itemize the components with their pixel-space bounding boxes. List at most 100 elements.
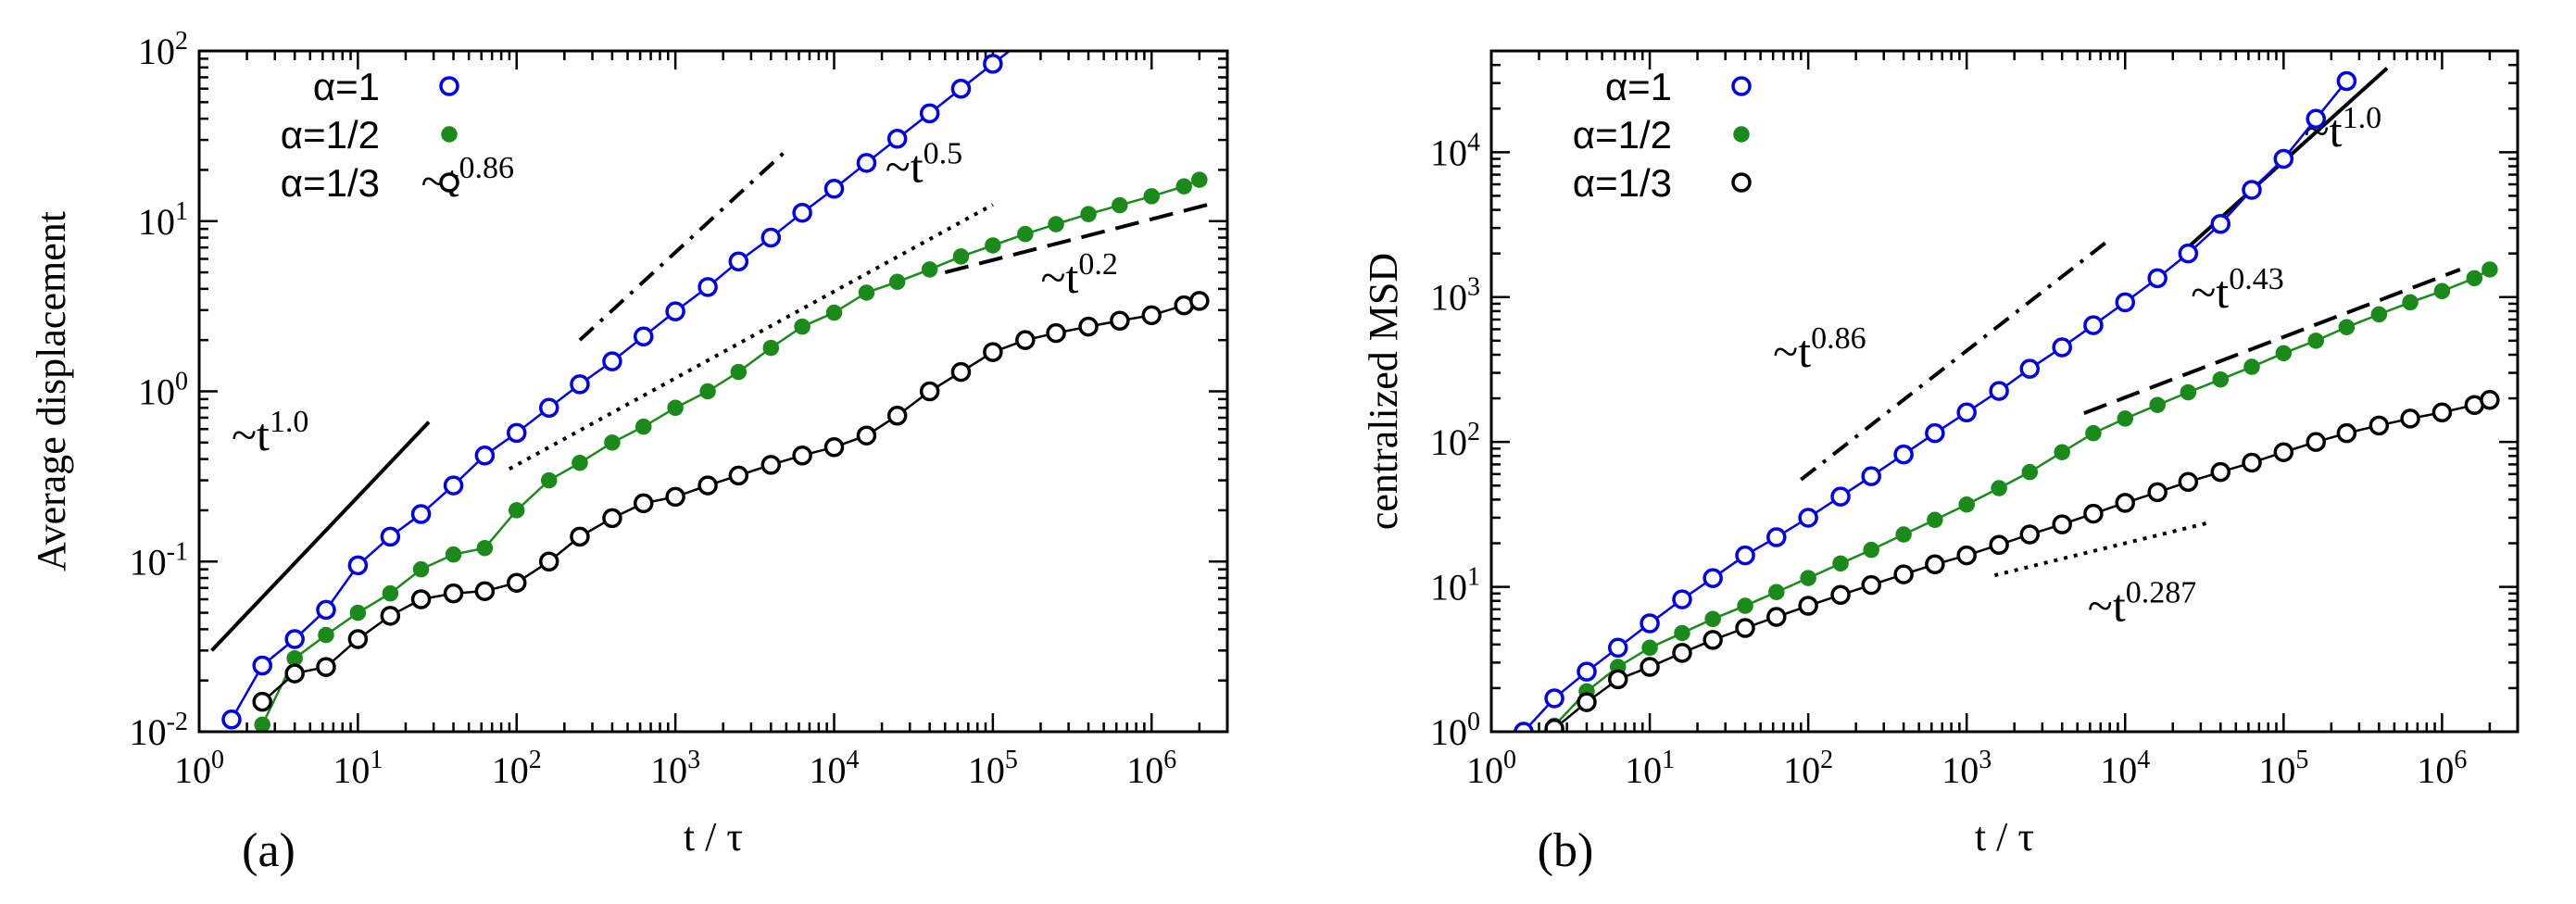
guide-line-dashed <box>944 201 1215 275</box>
data-point <box>1607 669 1628 690</box>
data-point <box>2083 315 2104 335</box>
data-point <box>2210 213 2230 234</box>
data-point <box>1958 496 1975 513</box>
data-point <box>1046 322 1066 344</box>
guide-lines: ~t0.86~t1.0~t0.43~t0.287 <box>1773 67 2461 632</box>
data-point <box>699 383 716 400</box>
data-point <box>443 583 464 604</box>
data-point <box>952 248 970 265</box>
y-axis-label: Average displacement <box>29 211 74 571</box>
guide-label: ~t0.287 <box>2088 576 2196 632</box>
x-tick-label: 102 <box>1783 746 1833 791</box>
data-point <box>2306 432 2326 452</box>
guide-label: ~t0.2 <box>1040 247 1117 303</box>
data-point <box>2083 503 2104 524</box>
data-point <box>762 339 780 357</box>
data-point <box>2466 270 2483 287</box>
data-point <box>888 273 906 291</box>
x-axis-label: t / τ <box>1975 814 2034 860</box>
data-point <box>2117 410 2134 427</box>
data-point <box>1925 554 1945 575</box>
data-point <box>665 301 685 321</box>
x-tick-label: 103 <box>650 746 700 791</box>
data-point <box>538 551 559 571</box>
data-point <box>728 251 749 271</box>
data-point <box>316 657 336 677</box>
data-point <box>380 606 401 626</box>
plot-frame <box>197 49 1229 734</box>
data-point <box>1830 584 1851 606</box>
data-point <box>2147 482 2168 503</box>
data-point <box>633 493 654 514</box>
x-tick-label: 102 <box>492 746 542 791</box>
data-point <box>2370 306 2388 323</box>
axis-ticks <box>197 49 1229 734</box>
data-point <box>2242 452 2262 473</box>
data-point <box>2336 70 2357 92</box>
data-point <box>1893 444 1914 465</box>
guide-line-dotted <box>508 203 994 471</box>
data-point <box>445 546 462 563</box>
data-point <box>728 465 749 486</box>
data-point <box>2115 292 2136 313</box>
x-tick-label: 100 <box>1466 746 1516 791</box>
data-point <box>950 79 972 99</box>
data-point <box>347 629 369 649</box>
data-point <box>1641 639 1658 657</box>
data-point <box>506 572 527 593</box>
data-point <box>856 425 877 446</box>
data-point <box>697 277 718 297</box>
data-point <box>1514 722 1534 732</box>
guide-label: ~t0.5 <box>886 136 962 192</box>
y-tick-label: 100 <box>1430 708 1480 753</box>
data-point <box>1112 196 1128 214</box>
legend-label: α=1 <box>1605 65 1672 108</box>
data-point <box>508 502 525 519</box>
data-point <box>985 237 1001 254</box>
guide-line-dashed <box>2083 268 2461 415</box>
data-point <box>2480 390 2500 410</box>
panel-label: (b) <box>1538 824 1594 877</box>
x-tick-label: 105 <box>2258 746 2308 791</box>
guide-line-dashdot <box>1800 237 2111 482</box>
data-point <box>1577 692 1597 712</box>
data-point <box>794 318 810 335</box>
data-point <box>1110 310 1130 331</box>
series-alpha-1-2 <box>254 171 1208 732</box>
data-point <box>858 284 875 301</box>
data-point <box>1798 596 1818 616</box>
data-point <box>474 581 496 601</box>
data-point <box>604 434 621 451</box>
data-point <box>1640 613 1660 634</box>
data-point <box>1735 545 1755 566</box>
data-point <box>2433 282 2451 300</box>
data-point <box>1735 618 1755 638</box>
legend-label: α=1/3 <box>1573 161 1672 205</box>
data-point <box>1544 688 1564 709</box>
data-point <box>2431 402 2453 422</box>
data-point <box>825 304 843 321</box>
data-point <box>823 437 845 458</box>
data-point <box>1895 526 1912 543</box>
data-point <box>919 381 940 402</box>
data-point <box>2019 524 2041 545</box>
y-tick-label: 10-1 <box>130 537 188 583</box>
panel-label: (a) <box>242 824 295 877</box>
data-point <box>2021 463 2039 481</box>
data-point <box>2306 108 2326 130</box>
data-point <box>1640 657 1660 677</box>
data-point <box>760 455 782 475</box>
data-point <box>2243 358 2260 375</box>
legend-marker <box>1731 172 1752 193</box>
data-point <box>347 555 369 576</box>
legend-marker <box>439 76 459 96</box>
legend-marker <box>1733 126 1750 143</box>
data-point <box>730 363 748 381</box>
series-alpha-1-2 <box>1546 261 2498 732</box>
data-point <box>221 709 242 730</box>
data-point <box>792 445 812 466</box>
data-point <box>633 326 654 347</box>
data-point <box>540 471 558 489</box>
data-point <box>2242 180 2262 200</box>
data-point <box>316 599 336 621</box>
